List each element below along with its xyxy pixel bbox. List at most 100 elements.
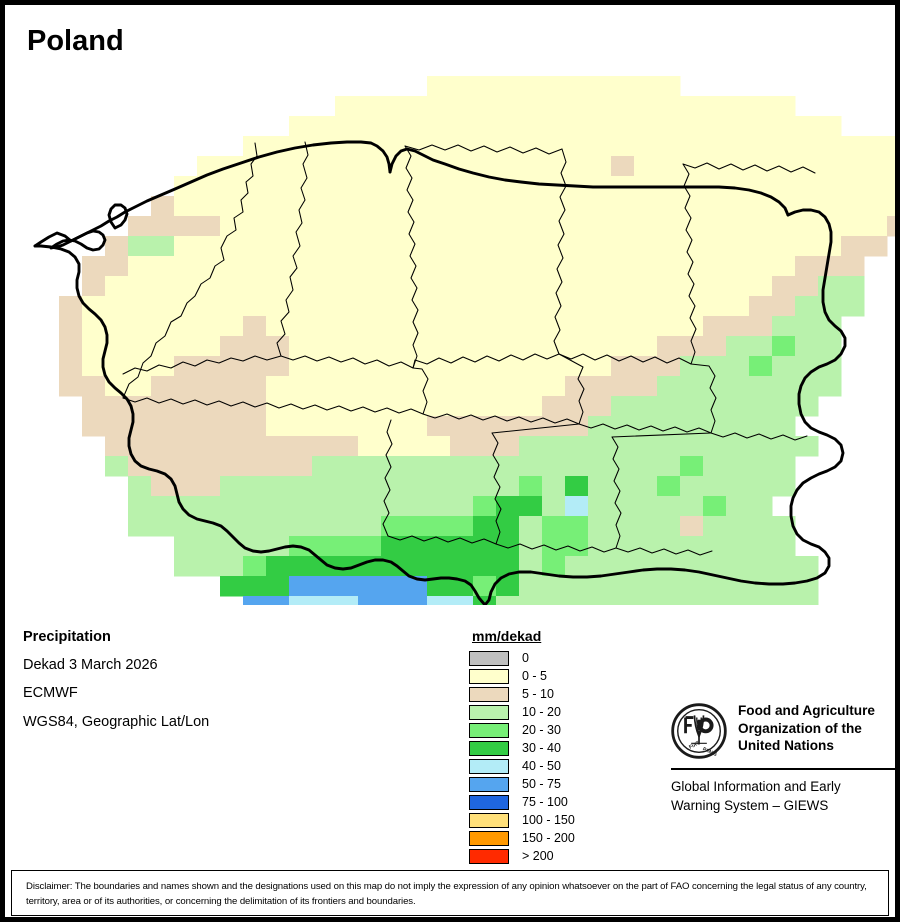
raster-cell (473, 396, 497, 417)
raster-cell (657, 496, 681, 517)
raster-cell (335, 176, 359, 197)
raster-cell (243, 496, 267, 517)
raster-cell (174, 236, 198, 257)
legend-row: 100 - 150 (469, 811, 575, 829)
raster-cell (220, 316, 244, 337)
raster-cell (450, 416, 474, 437)
raster-cell (657, 196, 681, 217)
raster-cell (381, 336, 405, 357)
raster-cell (335, 376, 359, 397)
raster-cell (358, 396, 382, 417)
raster-cell (404, 216, 428, 237)
raster-cell (174, 396, 198, 417)
raster-cell (404, 596, 428, 605)
legend-swatch (469, 722, 509, 738)
raster-cell (519, 156, 543, 177)
raster-cell (289, 216, 313, 237)
raster-cell (358, 96, 382, 117)
raster-cell (841, 196, 865, 217)
raster-cell (358, 356, 382, 377)
raster-cell (749, 336, 773, 357)
raster-cell (427, 296, 451, 317)
raster-cell (404, 96, 428, 117)
raster-cell (358, 516, 382, 537)
raster-cell (611, 96, 635, 117)
legend-swatch (469, 704, 509, 720)
raster-cell (749, 316, 773, 337)
raster-cell (703, 316, 727, 337)
raster-cell (588, 416, 612, 437)
raster-cell (289, 276, 313, 297)
raster-cell (197, 256, 221, 277)
raster-cell (450, 556, 474, 577)
raster-cell (174, 276, 198, 297)
raster-cell (726, 556, 750, 577)
raster-cell (772, 336, 796, 357)
raster-cell (128, 336, 152, 357)
raster-cell (197, 196, 221, 217)
raster-cell (496, 516, 520, 537)
raster-cell (381, 316, 405, 337)
raster-cell (611, 576, 635, 597)
raster-cell (473, 196, 497, 217)
boundaries-layer (33, 140, 847, 605)
raster-cell (358, 116, 382, 137)
raster-cell (358, 476, 382, 497)
raster-cell (519, 76, 543, 97)
raster-cell (496, 316, 520, 337)
raster-cell (542, 496, 566, 517)
raster-cell (427, 96, 451, 117)
raster-cell (749, 576, 773, 597)
raster-cell (105, 456, 129, 477)
raster-cell (266, 436, 290, 457)
raster-cell (174, 436, 198, 457)
raster-cell (634, 296, 658, 317)
raster-cell (726, 456, 750, 477)
raster-cell (657, 556, 681, 577)
raster-cell (335, 336, 359, 357)
raster-cell (749, 516, 773, 537)
raster-cell (266, 216, 290, 237)
raster-cell (289, 156, 313, 177)
raster-cell (174, 356, 198, 377)
raster-cell (657, 156, 681, 177)
raster-cell (335, 436, 359, 457)
raster-cell (450, 256, 474, 277)
map-svg[interactable] (5, 60, 895, 605)
raster-cell (887, 136, 895, 157)
raster-cell (427, 516, 451, 537)
raster-cell (358, 156, 382, 177)
raster-cell (404, 496, 428, 517)
raster-cell (289, 556, 313, 577)
raster-cell (59, 376, 83, 397)
raster-cell (381, 576, 405, 597)
raster-cell (381, 116, 405, 137)
raster-cell (128, 496, 152, 517)
raster-cell (289, 336, 313, 357)
raster-cell (703, 536, 727, 557)
raster-cell (542, 476, 566, 497)
raster-cell (427, 396, 451, 417)
legend-swatch (469, 776, 509, 792)
raster-cell (427, 236, 451, 257)
raster-cell (611, 216, 635, 237)
raster-cell (473, 496, 497, 517)
raster-cell (197, 216, 221, 237)
raster-cell (82, 416, 106, 437)
raster-cell (634, 396, 658, 417)
raster-cell (864, 156, 888, 177)
raster-cell (749, 276, 773, 297)
raster-cell (220, 536, 244, 557)
map-canvas[interactable] (5, 60, 895, 605)
raster-cell (450, 176, 474, 197)
raster-cell (381, 296, 405, 317)
raster-cell (772, 356, 796, 377)
raster-cell (611, 596, 635, 605)
raster-cell (128, 236, 152, 257)
raster-cell (220, 376, 244, 397)
raster-cell (703, 336, 727, 357)
raster-cell (496, 536, 520, 557)
raster-cell (82, 256, 106, 277)
raster-cell (565, 96, 589, 117)
fao-org-line3: United Nations (738, 738, 834, 754)
